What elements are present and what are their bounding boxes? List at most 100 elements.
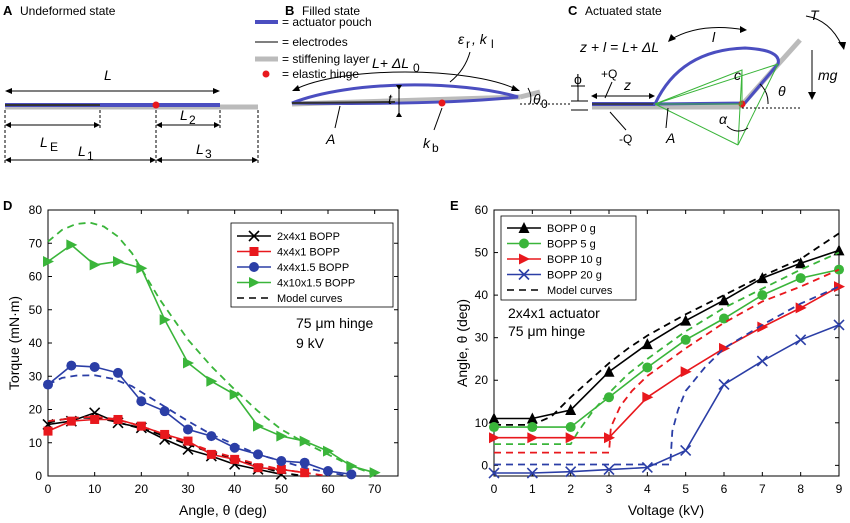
legend-hinge-label: = elastic hinge — [282, 67, 359, 81]
data-point-series-2 — [230, 454, 240, 464]
data-point-series-4 — [229, 389, 241, 401]
data-point-series-4 — [756, 355, 768, 367]
arrowhead — [396, 85, 402, 90]
alpha-arc — [726, 125, 749, 132]
data-point-series-1 — [182, 443, 194, 455]
data-point-series-2 — [642, 362, 653, 373]
y-tick-label: 20 — [29, 403, 43, 417]
model-curve-4 — [494, 285, 840, 466]
y-tick-label: 70 — [29, 236, 43, 250]
data-point-series-3 — [159, 406, 170, 417]
y-tick-label: 0 — [481, 458, 488, 472]
legend-label-3: BOPP 10 g — [547, 254, 602, 266]
torque-label: T — [810, 7, 820, 23]
data-point-series-3 — [489, 432, 500, 444]
data-point-series-2 — [160, 429, 170, 439]
hinge-stiffness-label: k — [423, 135, 431, 151]
x-tick-label: 3 — [606, 482, 613, 496]
data-point-series-3 — [323, 466, 333, 477]
data-point-series-2 — [183, 436, 193, 446]
dim-l1-label: L — [78, 143, 86, 159]
y-tick-label: 60 — [475, 203, 489, 217]
panel-e-letter: E — [450, 198, 459, 213]
chart-d-plot-area — [42, 221, 381, 480]
stiffening-layer-tip — [519, 89, 541, 100]
legend-marker-4 — [249, 277, 260, 288]
arrowhead — [292, 85, 300, 91]
panel-d: D 0 10 20 30 40 50 60 70 0 10 20 30 40 50 60 70 80 Angle… — [3, 198, 399, 518]
data-point-series-4 — [206, 375, 218, 387]
legend-electrode-label: = electrodes — [282, 35, 348, 49]
chart-e-annotation-actuator: 2x4x1 actuator — [508, 305, 600, 321]
stiffness-l-sub: l — [491, 37, 494, 51]
electrode — [291, 101, 396, 104]
series-line-3 — [494, 285, 840, 439]
pointer-line — [433, 107, 443, 131]
data-point-series-2 — [136, 421, 146, 431]
data-point-series-2 — [604, 392, 614, 403]
chart-e-axes: 0 1 2 3 4 5 6 7 8 9 0 10 20 30 40 50 60 — [475, 203, 843, 496]
data-point-series-1 — [680, 314, 692, 326]
data-point-series-2 — [565, 422, 576, 433]
panel-a: A Undeformed state = actuator pouch = el… — [3, 3, 372, 163]
data-point-series-4-stroke — [680, 444, 692, 457]
elastic-hinge — [438, 99, 446, 107]
x-tick-label: 0 — [491, 482, 498, 496]
chart-e-legend-items: BOPP 0 g BOPP 5 g BOPP 10 g BOPP 20 g Model … — [507, 222, 613, 297]
data-point-series-3 — [834, 281, 845, 293]
legend-marker-2 — [249, 247, 259, 256]
data-point-series-2 — [66, 416, 76, 426]
data-point-series-4-stroke — [603, 464, 615, 476]
data-point-series-3 — [565, 432, 577, 444]
data-point-series-4-stroke — [488, 467, 500, 479]
dim-l1-sub: 1 — [87, 149, 94, 163]
chart-e-plot-area — [488, 232, 845, 479]
data-point-series-3 — [43, 379, 53, 390]
pointer-line — [334, 105, 341, 129]
geometry-line — [654, 103, 739, 146]
legend-marker-1 — [248, 230, 260, 242]
arrowhead — [668, 34, 676, 42]
x-tick-label: 4 — [644, 482, 651, 496]
arc-length-label: l — [712, 29, 716, 45]
x-tick-label: 30 — [181, 482, 195, 496]
chart-d-annotation-hinge: 75 μm hinge — [296, 315, 374, 331]
legend-model-label: Model curves — [277, 293, 343, 305]
theta0-arc — [527, 87, 532, 105]
panel-a-letter: A — [3, 3, 13, 18]
thickness-label: t — [388, 91, 393, 107]
data-point-series-4 — [795, 334, 807, 346]
data-point-series-4 — [346, 460, 358, 472]
y-tick-label: 40 — [29, 336, 43, 350]
data-point-series-1 — [488, 412, 500, 424]
panel-a-title: Undeformed state — [20, 4, 116, 18]
data-point-series-4 — [565, 466, 577, 478]
dim-length-arc — [293, 71, 519, 91]
data-point-series-1 — [833, 244, 845, 256]
y-tick-label: 10 — [475, 416, 489, 430]
data-point-series-2 — [276, 464, 286, 474]
data-point-series-2 — [834, 264, 844, 275]
y-tick-label: 10 — [29, 436, 43, 450]
dim-l3-sub: 3 — [205, 147, 212, 161]
chart-d-axes: 0 10 20 30 40 50 60 70 0 10 20 30 40 50 60 70 80 — [29, 203, 398, 496]
legend-stiffener-label: = stiffening layer — [282, 52, 370, 66]
data-point-series-4 — [603, 464, 615, 476]
y-tick-label: 50 — [29, 303, 43, 317]
x-tick-label: 5 — [682, 482, 689, 496]
geometry-triangle — [654, 69, 743, 105]
series-line-2 — [494, 268, 840, 428]
theta-arc — [759, 83, 769, 105]
series-line-4 — [494, 324, 840, 474]
x-tick-label: 2 — [567, 482, 574, 496]
data-point-series-2 — [206, 449, 216, 459]
legend-marker-4 — [518, 268, 530, 281]
y-tick-label: 30 — [475, 331, 489, 345]
theta0-sub: 0 — [541, 97, 548, 111]
model-curve-3 — [494, 268, 840, 454]
legend-hinge-swatch — [262, 70, 270, 78]
pointer-line — [609, 111, 627, 131]
geometry-line — [737, 63, 779, 146]
data-point-series-4-stroke — [565, 466, 577, 478]
